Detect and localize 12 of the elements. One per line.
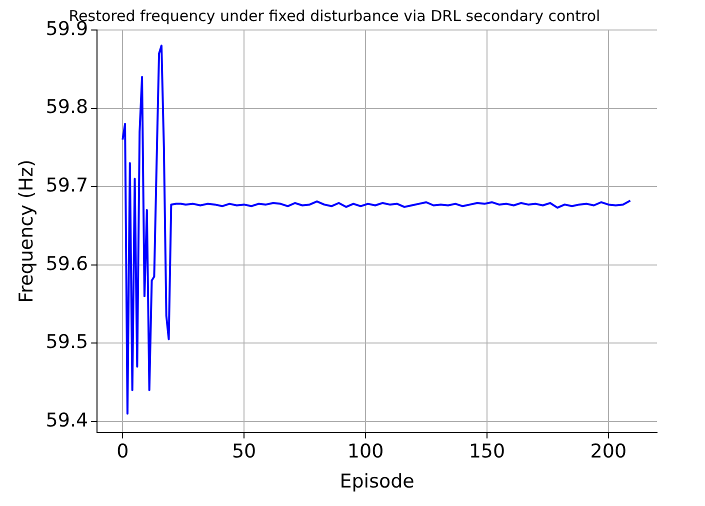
x-tick-label: 0 (116, 440, 129, 463)
x-axis-title: Episode (340, 470, 414, 493)
x-tick-label: 50 (232, 440, 256, 463)
x-tick-label: 200 (590, 440, 627, 463)
y-tick-label: 59.5 (46, 331, 88, 354)
x-tick-label: 150 (468, 440, 506, 463)
x-tick-label: 100 (347, 440, 384, 463)
y-tick-label: 59.4 (46, 409, 88, 432)
y-tick-label: 59.6 (46, 252, 88, 275)
y-tick-label: 59.8 (46, 96, 88, 118)
y-axis-title: Frequency (Hz) (15, 160, 38, 303)
y-tick-label: 59.7 (46, 174, 88, 197)
